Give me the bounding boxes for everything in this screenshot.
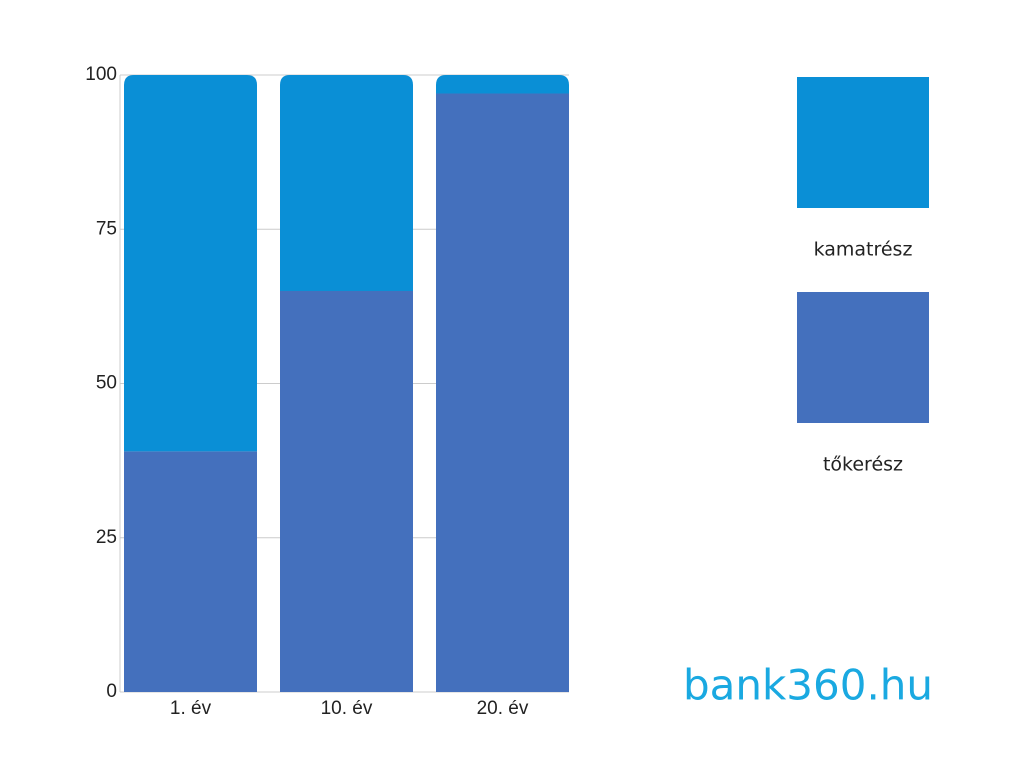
logo: bank360.hu — [683, 661, 933, 710]
y-tick-label: 75 — [96, 218, 117, 239]
legend-label: tőkerész — [823, 454, 903, 476]
bar-segment — [280, 290, 413, 692]
bar-segment — [436, 75, 569, 94]
bar-segment — [280, 75, 413, 291]
y-tick-label: 25 — [96, 527, 117, 548]
y-tick-label: 50 — [96, 373, 117, 394]
x-tick-label: 20. év — [477, 698, 529, 719]
x-tick-label: 10. év — [321, 698, 373, 719]
legend-swatch — [797, 77, 929, 208]
x-tick-label: 1. év — [170, 698, 212, 719]
y-tick-label: 100 — [85, 64, 117, 85]
bar-segment — [124, 75, 257, 452]
legend-label: kamatrész — [814, 239, 913, 261]
y-tick-label: 0 — [106, 681, 117, 702]
bar-segment — [124, 451, 257, 692]
bar-segment — [436, 93, 569, 692]
legend-swatch — [797, 292, 929, 423]
